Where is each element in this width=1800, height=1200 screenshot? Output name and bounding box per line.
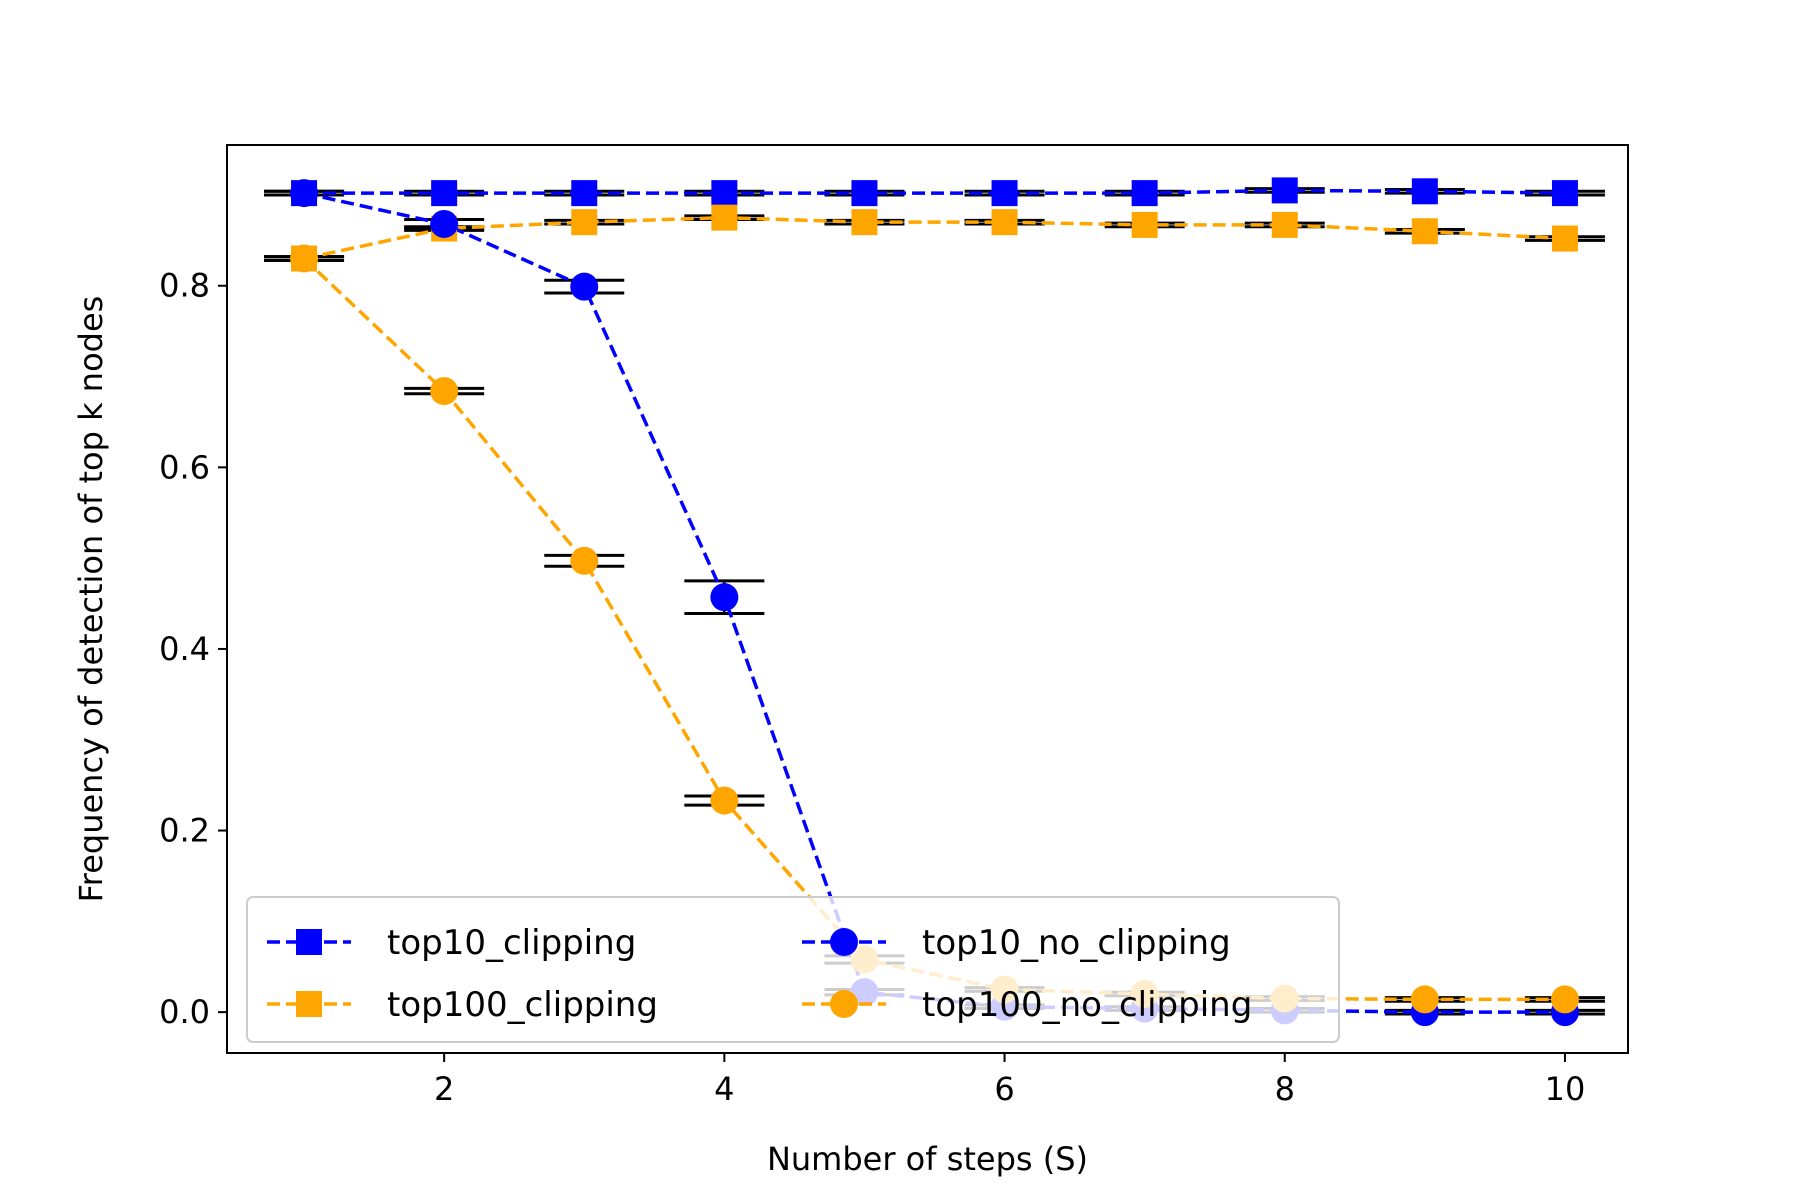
top10-no-clipping-point — [570, 272, 599, 301]
top10-clipping-point — [851, 180, 878, 207]
legend-top10-no-clipping-label: top10_no_clipping — [922, 923, 1231, 963]
legend-top100-clipping-marker — [296, 991, 322, 1017]
top10-clipping-point — [1411, 178, 1438, 205]
y-tick-label: 0.2 — [159, 812, 210, 850]
top10-no-clipping-point — [710, 583, 739, 612]
y-tick-label: 0.6 — [159, 448, 210, 486]
top100-clipping-point — [1271, 211, 1298, 238]
legend-top10-clipping-label: top10_clipping — [387, 923, 636, 963]
top100-no-clipping-point — [430, 377, 459, 406]
top100-clipping-point — [991, 209, 1018, 236]
legend-box — [246, 896, 1340, 1043]
legend: top10_clipping top100_clipping top10_no_cl… — [246, 896, 1340, 1043]
top10-clipping-point — [711, 180, 738, 207]
x-tick-label: 2 — [434, 1070, 454, 1108]
y-axis-label: Frequency of detection of top k nodes — [72, 296, 110, 903]
x-tick-label: 8 — [1275, 1070, 1295, 1108]
legend-top10-no-clipping-marker — [830, 928, 858, 956]
top10-clipping-point — [431, 180, 458, 207]
x-tick-label: 10 — [1545, 1070, 1586, 1108]
top100-clipping-point — [851, 209, 878, 236]
y-tick-label: 0.8 — [159, 267, 210, 305]
top100-clipping-point — [1411, 218, 1438, 245]
x-axis-label: Number of steps (S) — [767, 1140, 1088, 1178]
top10-clipping-point — [1551, 180, 1578, 207]
top100-clipping-point — [711, 204, 738, 231]
top10-clipping-point — [1271, 177, 1298, 204]
y-tick-label: 0.4 — [159, 630, 210, 668]
legend-top10-clipping-marker — [296, 929, 322, 955]
top10-clipping-point — [991, 180, 1018, 207]
top100-clipping-point — [571, 209, 598, 236]
top100-clipping-point — [1131, 211, 1158, 238]
legend-items: top10_clipping top100_clipping top10_no_cl… — [267, 923, 1252, 1025]
top100-no-clipping-point — [570, 546, 599, 575]
top100-no-clipping-point — [1410, 985, 1439, 1014]
top10-clipping-line — [304, 188, 1565, 195]
top10-no-clipping-point — [430, 209, 459, 238]
legend-top100-no-clipping-label: top100_no_clipping — [922, 985, 1252, 1025]
top100-no-clipping-point — [710, 786, 739, 815]
top10-clipping-point — [1131, 180, 1158, 207]
top10-clipping-point — [571, 180, 598, 207]
top10-no-clipping-point — [290, 179, 319, 208]
plot-area-frame — [226, 144, 1629, 1054]
top100-clipping-point — [1551, 225, 1578, 252]
axis-ticks: 2 4 6 8 10 0.0 0.2 0.4 0.6 0.8 — [159, 267, 1585, 1108]
y-tick-label: 0.0 — [159, 993, 210, 1031]
legend-top100-clipping-label: top100_clipping — [387, 985, 658, 1025]
legend-top100-no-clipping-marker — [830, 990, 858, 1018]
x-tick-label: 4 — [714, 1070, 734, 1108]
x-tick-label: 6 — [994, 1070, 1014, 1108]
top100-no-clipping-point — [1550, 985, 1579, 1014]
top100-no-clipping-point — [290, 244, 319, 273]
top100-clipping-line — [303, 215, 1566, 261]
